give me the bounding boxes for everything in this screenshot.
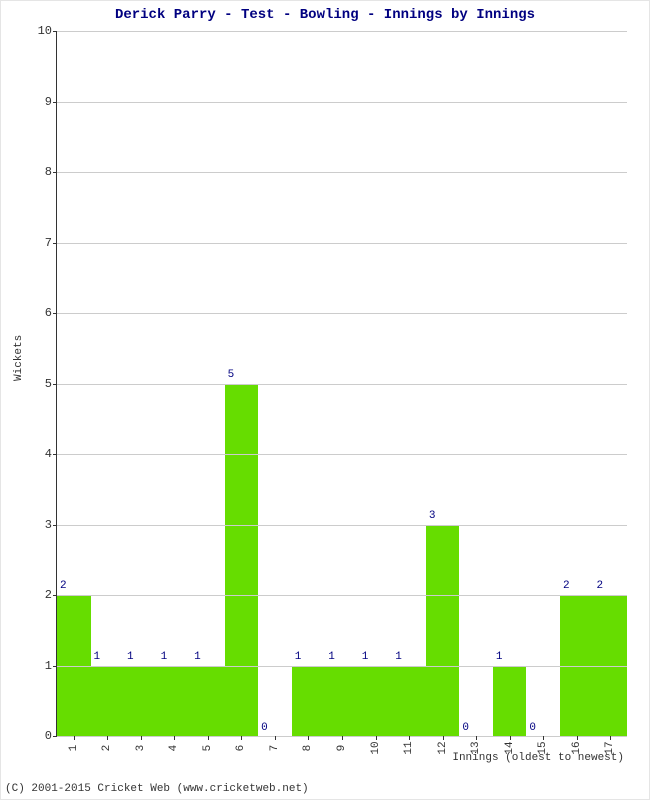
bar: 1: [91, 666, 125, 737]
x-tick-label: 3: [135, 738, 147, 758]
x-tick-label: 12: [437, 738, 449, 758]
x-tick-label: 1: [68, 738, 80, 758]
bar-value-label: 1: [328, 651, 335, 663]
y-tick-label: 9: [27, 95, 52, 109]
y-tick-mark: [53, 102, 57, 103]
x-tick-label: 9: [336, 738, 348, 758]
bar: 1: [292, 666, 326, 737]
y-tick-label: 5: [27, 377, 52, 391]
x-tick-label: 8: [302, 738, 314, 758]
bar-value-label: 1: [496, 651, 503, 663]
y-tick-mark: [53, 172, 57, 173]
y-tick-mark: [53, 243, 57, 244]
bar-value-label: 3: [429, 510, 436, 522]
bar-fill: [292, 666, 326, 737]
bar-value-label: 1: [161, 651, 168, 663]
gridline: [57, 384, 627, 385]
bar: 5: [225, 384, 259, 737]
y-tick-label: 2: [27, 588, 52, 602]
copyright-text: (C) 2001-2015 Cricket Web (www.cricketwe…: [5, 783, 309, 795]
bar-fill: [158, 666, 192, 737]
bar-value-label: 0: [529, 722, 536, 734]
bar: 1: [392, 666, 426, 737]
bar: 1: [191, 666, 225, 737]
y-tick-mark: [53, 454, 57, 455]
y-tick-label: 0: [27, 729, 52, 743]
bar-value-label: 0: [462, 722, 469, 734]
y-tick-mark: [53, 313, 57, 314]
y-tick-label: 6: [27, 306, 52, 320]
x-tick-label: 6: [235, 738, 247, 758]
x-tick-label: 5: [202, 738, 214, 758]
bar-fill: [392, 666, 426, 737]
gridline: [57, 172, 627, 173]
bar-value-label: 1: [127, 651, 134, 663]
plot-area: 21111501111301022 0123456789101234567891…: [56, 31, 627, 737]
bar-value-label: 1: [94, 651, 101, 663]
x-tick-label: 7: [269, 738, 281, 758]
y-tick-mark: [53, 666, 57, 667]
bar-fill: [325, 666, 359, 737]
y-tick-mark: [53, 736, 57, 737]
y-tick-label: 7: [27, 236, 52, 250]
y-tick-label: 8: [27, 165, 52, 179]
y-tick-label: 10: [27, 24, 52, 38]
x-tick-label: 4: [168, 738, 180, 758]
bar-value-label: 1: [295, 651, 302, 663]
x-tick-label: 2: [101, 738, 113, 758]
bar: 1: [158, 666, 192, 737]
y-tick-mark: [53, 525, 57, 526]
bar: 1: [325, 666, 359, 737]
bar: 1: [359, 666, 393, 737]
gridline: [57, 243, 627, 244]
bar-value-label: 0: [261, 722, 268, 734]
bar-value-label: 1: [362, 651, 369, 663]
bar-value-label: 1: [395, 651, 402, 663]
bar-fill: [124, 666, 158, 737]
bar-fill: [191, 666, 225, 737]
y-tick-label: 1: [27, 659, 52, 673]
x-tick-label: 10: [370, 738, 382, 758]
chart-container: Derick Parry - Test - Bowling - Innings …: [0, 0, 650, 800]
x-axis-label: Innings (oldest to newest): [452, 752, 624, 764]
gridline: [57, 525, 627, 526]
bar-value-label: 2: [596, 580, 603, 592]
bar-fill: [426, 525, 460, 737]
bar-fill: [225, 384, 259, 737]
gridline: [57, 102, 627, 103]
y-tick-mark: [53, 31, 57, 32]
gridline: [57, 595, 627, 596]
bar-value-label: 2: [563, 580, 570, 592]
gridline: [57, 454, 627, 455]
y-tick-mark: [53, 595, 57, 596]
bar: 3: [426, 525, 460, 737]
y-tick-label: 3: [27, 518, 52, 532]
bar-fill: [359, 666, 393, 737]
bar-value-label: 5: [228, 369, 235, 381]
bar: 1: [124, 666, 158, 737]
bar-value-label: 2: [60, 580, 67, 592]
bar-value-label: 1: [194, 651, 201, 663]
bar-fill: [91, 666, 125, 737]
gridline: [57, 313, 627, 314]
y-axis-label: Wickets: [13, 335, 25, 381]
gridline: [57, 666, 627, 667]
gridline: [57, 31, 627, 32]
y-tick-label: 4: [27, 447, 52, 461]
y-tick-mark: [53, 384, 57, 385]
bar: 1: [493, 666, 527, 737]
x-tick-label: 11: [403, 738, 415, 758]
bar-fill: [493, 666, 527, 737]
chart-title: Derick Parry - Test - Bowling - Innings …: [1, 1, 649, 23]
